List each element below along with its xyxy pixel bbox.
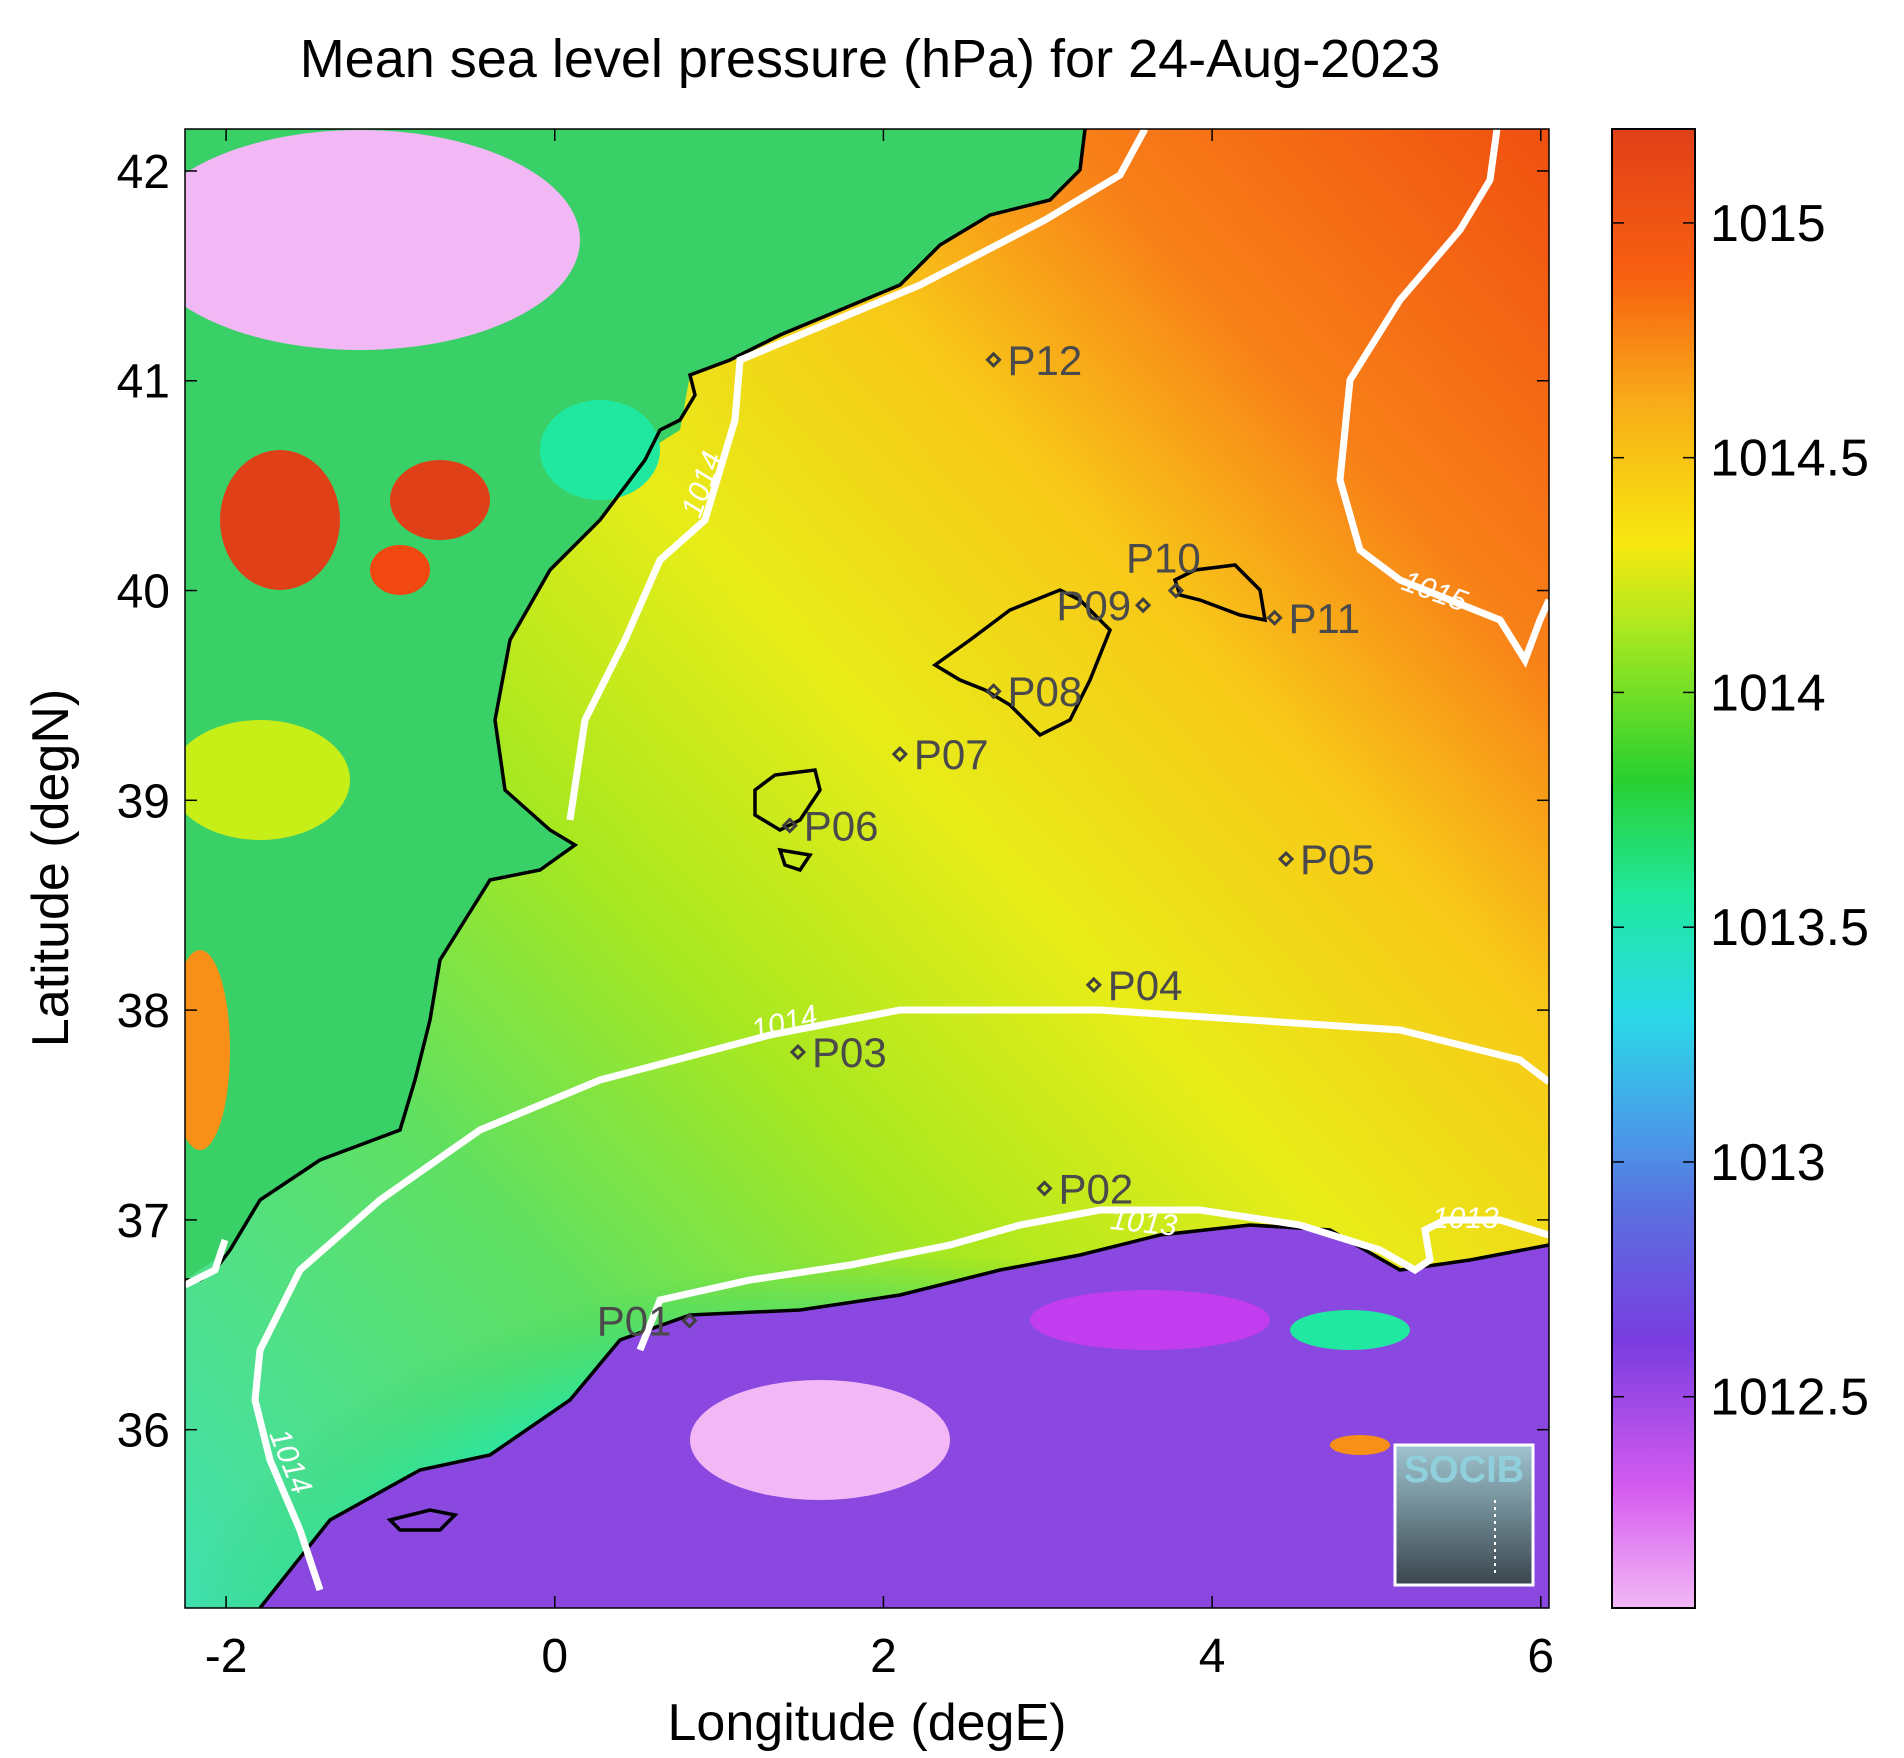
station-marker (1167, 582, 1185, 599)
isobar-1013 (636, 1206, 1549, 1352)
y-tick-label: 36 (117, 1405, 170, 1458)
x-tick-label: 2 (870, 1630, 897, 1683)
colorbar-ticks: 1012.5 1013 1013.5 1014 1014.5 1015 (1612, 195, 1869, 1427)
station-label: P02 (1058, 1165, 1133, 1212)
x-tick-label: 0 (541, 1630, 568, 1683)
station-marker (985, 683, 1002, 700)
station-label: P11 (1289, 595, 1361, 642)
x-axis-label: Longitude (degE) (668, 1694, 1067, 1752)
y-tick-label: 38 (117, 985, 170, 1038)
station-label: P09 (1056, 582, 1131, 629)
y-tick-label: 39 (117, 775, 170, 828)
formentera (777, 847, 813, 873)
station-marker (789, 1043, 807, 1061)
contour-label-1013-b: 1013 (1432, 1202, 1499, 1235)
logo-text: SOCIB (1404, 1449, 1524, 1491)
station-label: P10 (1126, 535, 1201, 582)
station-label: P12 (1008, 337, 1083, 384)
y-axis: 36 37 38 39 40 41 42 (117, 146, 1549, 1458)
colorbar-tick-label: 1014 (1710, 664, 1826, 722)
page-title: Mean sea level pressure (hPa) for 24-Aug… (299, 29, 1441, 89)
ibiza (753, 768, 822, 832)
mallorca (931, 588, 1113, 738)
menorca (1172, 563, 1268, 623)
station-marker (1277, 850, 1295, 868)
land-iberia (185, 129, 1085, 1280)
contour-label-1013-a: 1013 (1109, 1203, 1179, 1243)
station-marker (781, 817, 798, 834)
station-label: P08 (1008, 668, 1083, 715)
station-marker (891, 746, 908, 763)
colorbar-tick-label: 1012.5 (1710, 1369, 1869, 1427)
colorbar-tick-label: 1014.5 (1710, 430, 1869, 488)
y-tick-label: 42 (117, 146, 170, 199)
y-tick-label: 37 (117, 1195, 170, 1248)
y-axis-label: Latitude (degN) (22, 689, 80, 1047)
x-tick-label: 4 (1199, 1630, 1226, 1683)
y-tick-label: 40 (117, 566, 170, 619)
station-marker (1085, 976, 1102, 994)
station-label: P07 (914, 731, 989, 778)
x-tick-label: 6 (1527, 1630, 1554, 1683)
station-label: P01 (597, 1298, 672, 1345)
station-marker (681, 1312, 698, 1329)
isobar-1015 (1336, 129, 1549, 668)
socib-logo: SOCIB (1393, 1443, 1535, 1587)
x-axis: -2 0 2 4 6 (205, 129, 1554, 1683)
x-tick-label: -2 (205, 1630, 248, 1683)
station-label: P05 (1300, 836, 1375, 883)
plot-frame (184, 128, 1550, 1609)
colorbar-tick-label: 1013.5 (1710, 899, 1869, 957)
station-marker (1266, 609, 1283, 626)
station-label: P04 (1108, 962, 1183, 1009)
y-tick-label: 41 (117, 356, 170, 409)
isobar-1014-west (185, 1238, 229, 1289)
station-marker (1134, 597, 1152, 614)
pressure-field (185, 129, 1549, 1608)
station-label: P06 (804, 802, 879, 849)
station-marker (985, 351, 1002, 368)
station-marker (1036, 1180, 1053, 1197)
isobar-1014-south (251, 1006, 1549, 1592)
isobar-1014-north (566, 129, 1149, 821)
colorbar-tick-label: 1013 (1710, 1134, 1826, 1192)
colorbar-tick-label: 1015 (1710, 195, 1826, 253)
station-label: P03 (812, 1029, 887, 1076)
isobars (185, 129, 1549, 1592)
colorbar (1611, 128, 1696, 1609)
